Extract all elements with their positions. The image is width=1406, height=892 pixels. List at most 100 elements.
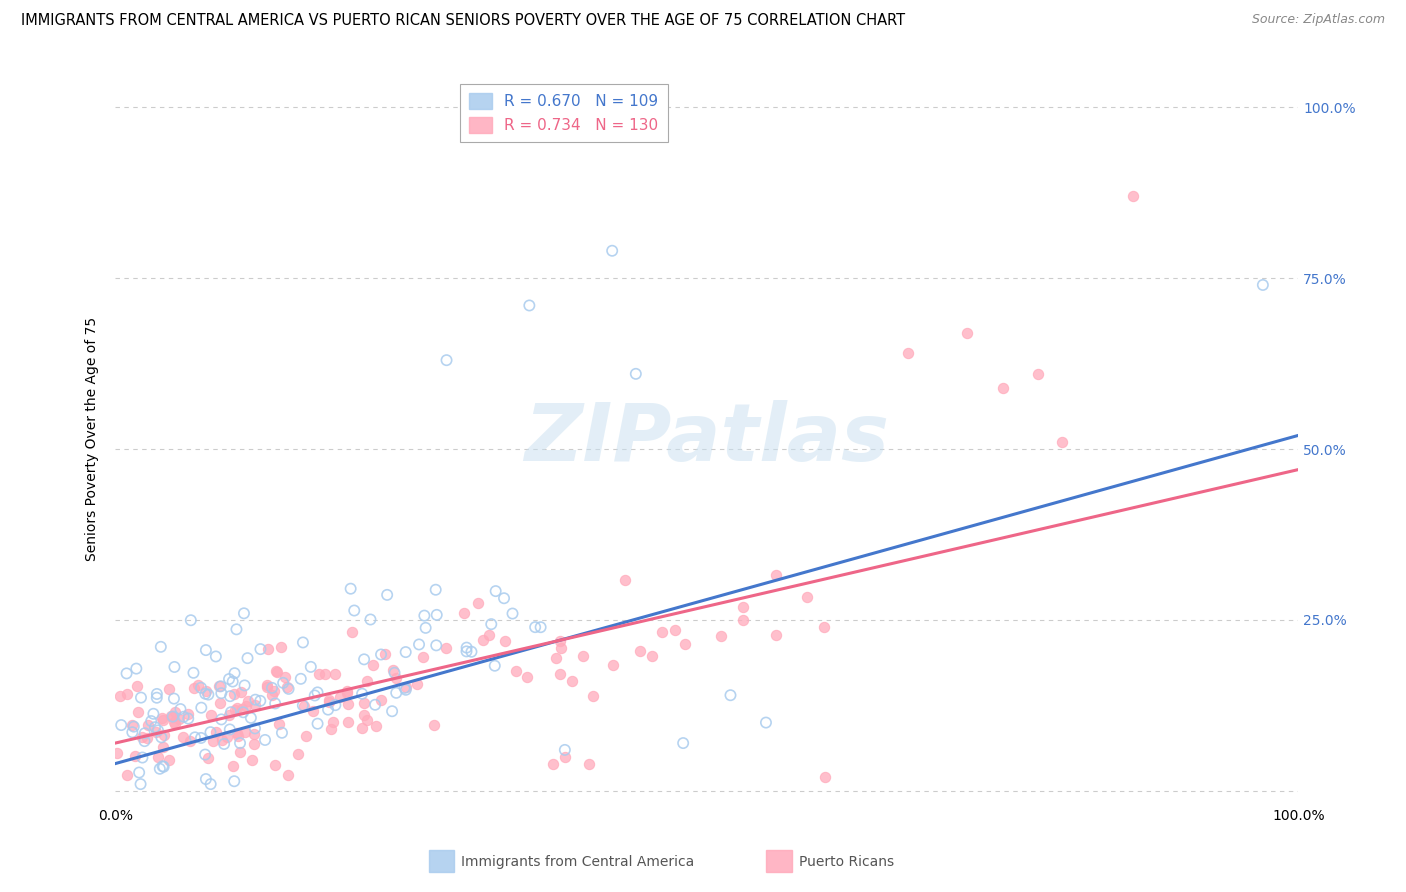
Point	[304, 689, 326, 703]
Point	[232, 706, 254, 720]
Point	[224, 687, 246, 701]
Point	[266, 665, 288, 679]
Point	[302, 704, 325, 718]
Point	[150, 731, 173, 745]
Point	[146, 690, 169, 705]
Point	[240, 753, 263, 767]
Point	[157, 754, 180, 768]
Point	[350, 721, 373, 735]
Point	[271, 725, 294, 739]
Point	[356, 673, 378, 688]
Point	[233, 678, 256, 692]
Point	[219, 705, 242, 719]
Point	[163, 691, 186, 706]
Point	[395, 645, 418, 659]
Point	[148, 750, 170, 764]
Point	[415, 621, 437, 635]
Point	[190, 731, 212, 745]
Point	[152, 739, 174, 754]
Point	[434, 640, 457, 655]
Point	[218, 708, 240, 723]
Point	[353, 652, 375, 666]
Point	[173, 730, 195, 744]
Point	[107, 747, 129, 761]
Point	[524, 620, 547, 634]
Point	[1050, 435, 1073, 450]
Point	[413, 608, 436, 623]
Point	[249, 642, 271, 657]
Point	[167, 712, 190, 726]
Point	[224, 704, 246, 718]
Point	[245, 692, 267, 706]
Point	[205, 649, 228, 664]
Point	[412, 650, 434, 665]
Point	[456, 640, 478, 655]
Point	[395, 682, 418, 697]
Point	[163, 660, 186, 674]
Point	[314, 666, 336, 681]
Point	[385, 671, 408, 685]
Point	[127, 706, 149, 720]
Point	[264, 697, 287, 711]
Point	[243, 722, 266, 736]
Point	[162, 709, 184, 723]
Point	[236, 651, 259, 665]
Point	[731, 600, 754, 615]
Point	[641, 648, 664, 663]
Point	[125, 662, 148, 676]
Point	[460, 645, 482, 659]
Point	[1122, 189, 1144, 203]
Point	[765, 628, 787, 642]
Point	[136, 731, 159, 746]
Point	[194, 684, 217, 698]
Point	[382, 663, 405, 677]
Point	[190, 700, 212, 714]
Point	[194, 772, 217, 786]
Point	[277, 768, 299, 782]
Point	[149, 640, 172, 654]
Point	[405, 677, 427, 691]
Point	[374, 647, 396, 661]
Point	[183, 665, 205, 680]
Point	[173, 710, 195, 724]
Point	[128, 765, 150, 780]
Point	[554, 749, 576, 764]
Point	[467, 596, 489, 610]
Point	[239, 711, 262, 725]
Point	[163, 714, 186, 729]
Point	[602, 657, 624, 672]
Point	[142, 706, 165, 721]
Point	[235, 698, 257, 713]
Point	[733, 613, 755, 627]
Point	[956, 326, 979, 340]
Point	[243, 727, 266, 741]
Point	[257, 642, 280, 657]
Point	[233, 607, 256, 621]
Point	[152, 759, 174, 773]
Point	[554, 743, 576, 757]
Point	[299, 660, 322, 674]
Point	[200, 725, 222, 739]
Point	[212, 737, 235, 751]
Point	[492, 591, 515, 606]
Point	[260, 688, 283, 702]
Point	[316, 703, 339, 717]
Point	[200, 777, 222, 791]
Point	[177, 712, 200, 726]
Point	[146, 687, 169, 701]
Point	[122, 720, 145, 734]
Point	[221, 759, 243, 773]
Point	[143, 720, 166, 734]
Point	[157, 681, 180, 696]
Point	[243, 698, 266, 713]
Point	[231, 685, 253, 699]
Point	[256, 680, 278, 694]
Point	[153, 728, 176, 742]
Point	[121, 725, 143, 739]
Point	[364, 719, 387, 733]
Point	[115, 768, 138, 782]
Point	[479, 617, 502, 632]
Point	[425, 638, 447, 652]
Point	[340, 624, 363, 639]
Point	[478, 628, 501, 642]
